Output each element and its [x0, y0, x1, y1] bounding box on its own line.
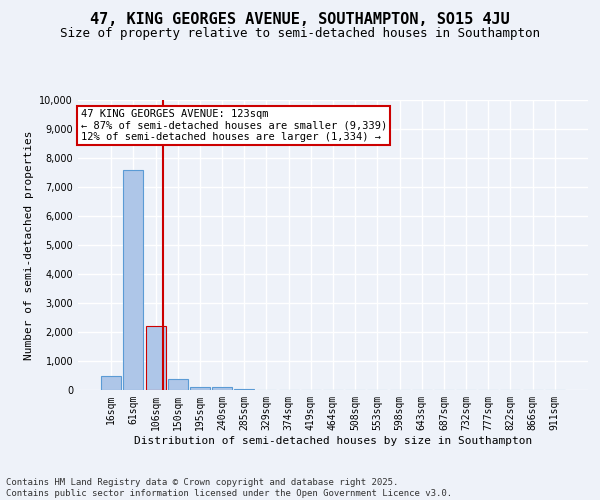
Text: Contains HM Land Registry data © Crown copyright and database right 2025.
Contai: Contains HM Land Registry data © Crown c…: [6, 478, 452, 498]
Bar: [168, 378, 188, 390]
Text: Size of property relative to semi-detached houses in Southampton: Size of property relative to semi-detach…: [60, 28, 540, 40]
Bar: [234, 389, 254, 390]
Bar: [101, 376, 121, 390]
Bar: [190, 386, 210, 390]
X-axis label: Distribution of semi-detached houses by size in Southampton: Distribution of semi-detached houses by …: [134, 436, 532, 446]
Text: 47, KING GEORGES AVENUE, SOUTHAMPTON, SO15 4JU: 47, KING GEORGES AVENUE, SOUTHAMPTON, SO…: [90, 12, 510, 28]
Bar: [124, 170, 143, 390]
Bar: [146, 326, 166, 390]
Y-axis label: Number of semi-detached properties: Number of semi-detached properties: [24, 130, 34, 360]
Bar: [212, 387, 232, 390]
Text: 47 KING GEORGES AVENUE: 123sqm
← 87% of semi-detached houses are smaller (9,339): 47 KING GEORGES AVENUE: 123sqm ← 87% of …: [80, 108, 387, 142]
